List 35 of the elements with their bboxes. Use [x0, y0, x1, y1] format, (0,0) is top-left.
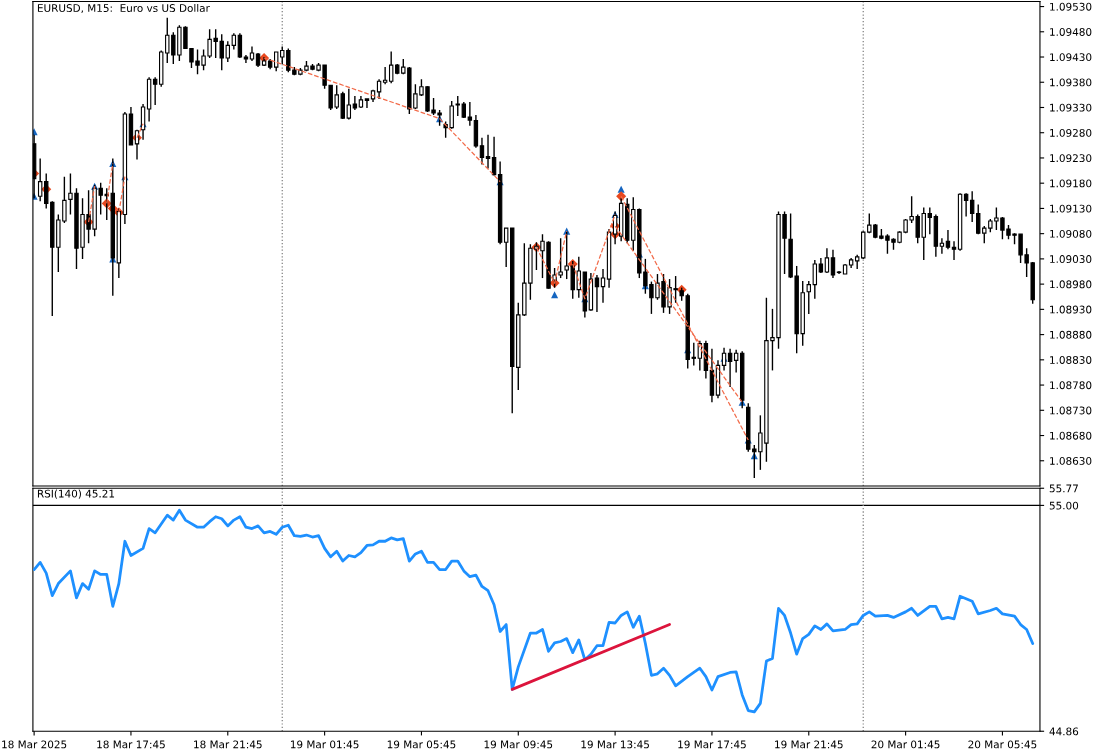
y-tick-label: 1.08730	[1050, 406, 1092, 415]
y-tick-label: 1.09030	[1050, 255, 1092, 263]
y-tick-label: 1.09080	[1050, 229, 1092, 238]
y-tick-label: 1.09230	[1050, 154, 1092, 163]
x-tick-label: 20 Mar 01:45	[871, 740, 940, 749]
x-tick-label: 19 Mar 21:45	[775, 740, 843, 749]
y-tick-label: 1.08680	[1050, 431, 1092, 440]
y-tick-label: 1.08630	[1050, 456, 1092, 465]
y-tick-label: 1.08780	[1050, 381, 1092, 390]
chart-title: EURUSD, M15: Euro vs US Dollar	[37, 3, 210, 14]
y-tick-label: 1.08830	[1050, 356, 1092, 364]
x-tick-label: 20 Mar 05:45	[968, 740, 1037, 749]
x-tick-label: 19 Mar 17:45	[678, 740, 746, 749]
x-tick-label: 19 Mar 13:45	[581, 740, 649, 749]
y-tick-label: 1.09180	[1050, 179, 1092, 188]
y-tick-label: 1.08980	[1050, 280, 1092, 289]
x-tick-label: 19 Mar 09:45	[484, 740, 553, 749]
x-tick-label: 18 Mar 21:45	[194, 740, 262, 749]
x-tick-label: 18 Mar 2025	[2, 740, 67, 749]
y-tick-label: 1.09330	[1050, 103, 1092, 112]
x-tick-label: 19 Mar 01:45	[290, 740, 359, 749]
y-tick-label: 1.09280	[1050, 128, 1092, 137]
y-tick-label: 1.08880	[1050, 330, 1092, 339]
x-tick-label: 18 Mar 17:45	[97, 740, 165, 749]
y-tick-label: 1.09380	[1050, 78, 1092, 87]
y-tick-label: 55.77	[1049, 484, 1078, 493]
y-tick-label: 55.00	[1049, 501, 1079, 510]
y-tick-label: 1.09430	[1050, 53, 1092, 62]
chart-title: RSI(140) 45.21	[37, 489, 115, 499]
y-tick-label: 1.09480	[1050, 28, 1092, 36]
y-tick-label: 1.09130	[1050, 204, 1092, 213]
y-tick-label: 1.08930	[1050, 305, 1092, 314]
x-tick-label: 19 Mar 05:45	[387, 740, 456, 749]
y-tick-label: 44.86	[1049, 727, 1079, 736]
y-tick-label: 1.09530	[1050, 2, 1092, 11]
